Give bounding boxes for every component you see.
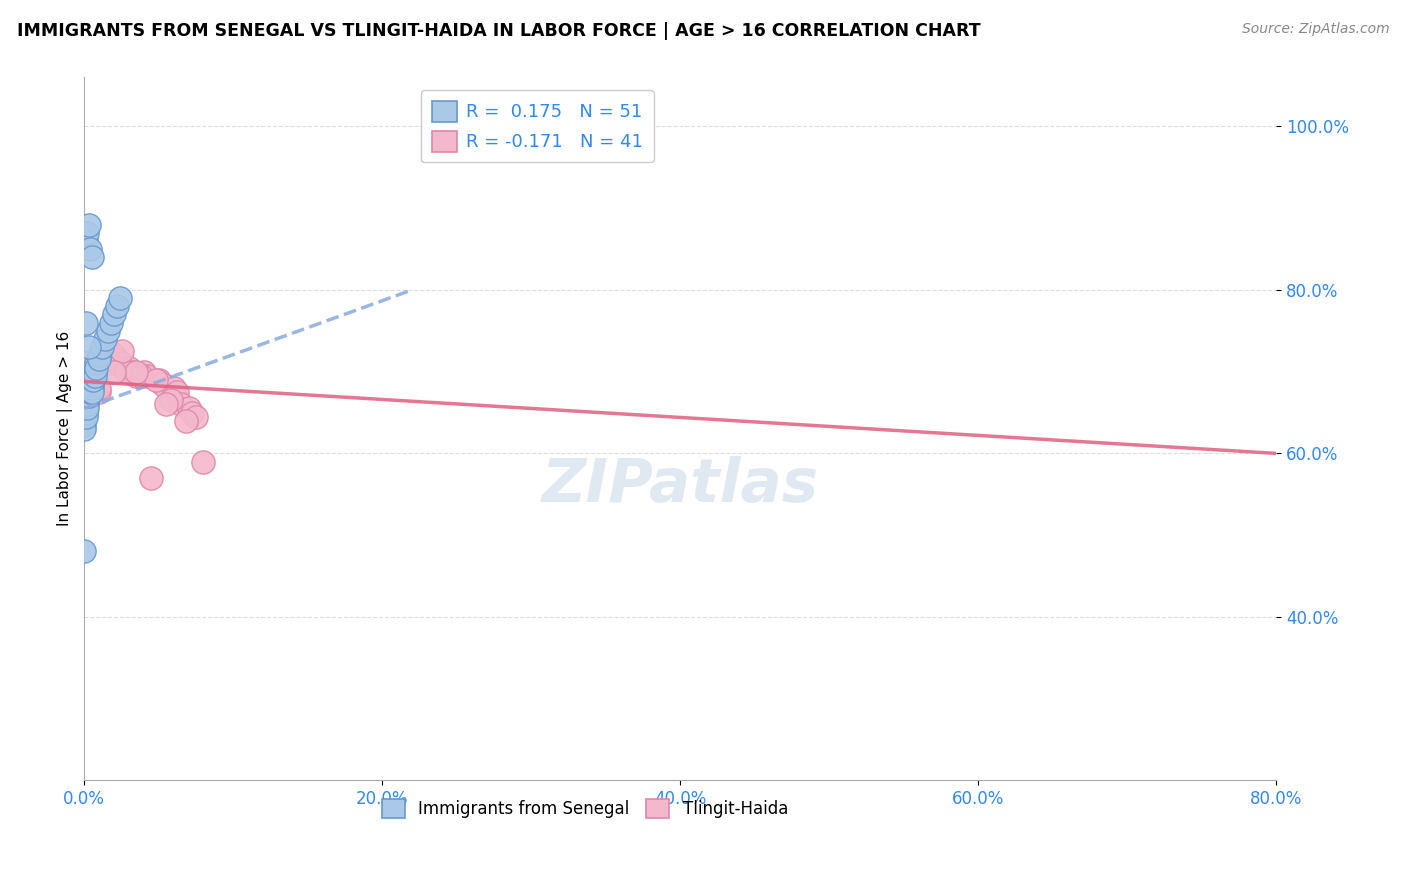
Point	[80, 373, 103, 387]
Point	[73, 409, 96, 424]
Text: IMMIGRANTS FROM SENEGAL VS TLINGIT-HAIDA IN LABOR FORCE | AGE > 16 CORRELATION C: IMMIGRANTS FROM SENEGAL VS TLINGIT-HAIDA…	[17, 22, 980, 40]
Point	[105, 299, 128, 313]
Point	[73, 417, 96, 432]
Point	[80, 385, 103, 400]
Point	[121, 365, 143, 379]
Legend: Immigrants from Senegal, Tlingit-Haida: Immigrants from Senegal, Tlingit-Haida	[375, 792, 794, 825]
Point	[82, 376, 104, 391]
Point	[76, 389, 98, 403]
Point	[108, 291, 131, 305]
Point	[103, 365, 125, 379]
Point	[77, 365, 100, 379]
Point	[96, 352, 118, 367]
Point	[115, 365, 138, 379]
Point	[75, 401, 97, 416]
Point	[94, 332, 117, 346]
Point	[83, 365, 105, 379]
Point	[103, 308, 125, 322]
Point	[125, 365, 148, 379]
Y-axis label: In Labor Force | Age > 16: In Labor Force | Age > 16	[58, 331, 73, 526]
Point	[174, 414, 197, 428]
Point	[84, 356, 107, 370]
Point	[89, 352, 111, 367]
Point	[77, 218, 100, 232]
Point	[125, 368, 148, 383]
Point	[82, 368, 104, 383]
Point	[75, 389, 97, 403]
Point	[75, 405, 97, 419]
Point	[79, 376, 101, 391]
Text: Source: ZipAtlas.com: Source: ZipAtlas.com	[1241, 22, 1389, 37]
Point	[80, 376, 103, 391]
Point	[73, 393, 96, 408]
Point	[163, 381, 186, 395]
Point	[89, 348, 111, 362]
Point	[73, 405, 96, 419]
Point	[73, 544, 96, 558]
Point	[89, 385, 111, 400]
Point	[77, 340, 100, 354]
Point	[76, 360, 98, 375]
Point	[79, 242, 101, 256]
Point	[80, 373, 103, 387]
Point	[77, 389, 100, 403]
Point	[75, 234, 97, 248]
Point	[135, 368, 157, 383]
Point	[75, 409, 97, 424]
Point	[75, 316, 97, 330]
Point	[79, 368, 101, 383]
Point	[89, 381, 111, 395]
Point	[96, 352, 118, 367]
Point	[150, 376, 173, 391]
Point	[105, 352, 128, 367]
Point	[100, 356, 122, 370]
Point	[75, 397, 97, 411]
Point	[76, 393, 98, 408]
Point	[132, 365, 155, 379]
Point	[84, 360, 107, 375]
Point	[141, 471, 163, 485]
Point	[73, 401, 96, 416]
Point	[73, 414, 96, 428]
Point	[84, 381, 107, 395]
Point	[97, 324, 120, 338]
Point	[91, 340, 114, 354]
Point	[77, 385, 100, 400]
Point	[79, 381, 101, 395]
Point	[177, 401, 200, 416]
Point	[80, 250, 103, 264]
Point	[73, 397, 96, 411]
Point	[155, 397, 177, 411]
Point	[193, 454, 215, 468]
Text: ZIPatlas: ZIPatlas	[541, 456, 818, 515]
Point	[184, 409, 207, 424]
Point	[110, 356, 132, 370]
Point	[145, 373, 167, 387]
Point	[76, 397, 98, 411]
Point	[80, 381, 103, 395]
Point	[73, 422, 96, 436]
Point	[79, 385, 101, 400]
Point	[75, 393, 97, 408]
Point	[103, 348, 125, 362]
Point	[76, 401, 98, 416]
Point	[180, 405, 202, 419]
Point	[83, 368, 105, 383]
Point	[76, 385, 98, 400]
Point	[91, 348, 114, 362]
Point	[76, 226, 98, 240]
Point	[73, 356, 96, 370]
Point	[100, 316, 122, 330]
Point	[75, 356, 97, 370]
Point	[166, 385, 188, 400]
Point	[77, 381, 100, 395]
Point	[129, 368, 152, 383]
Point	[118, 360, 141, 375]
Point	[170, 397, 193, 411]
Point	[159, 393, 181, 408]
Point	[148, 373, 170, 387]
Point	[110, 344, 132, 359]
Point	[82, 373, 104, 387]
